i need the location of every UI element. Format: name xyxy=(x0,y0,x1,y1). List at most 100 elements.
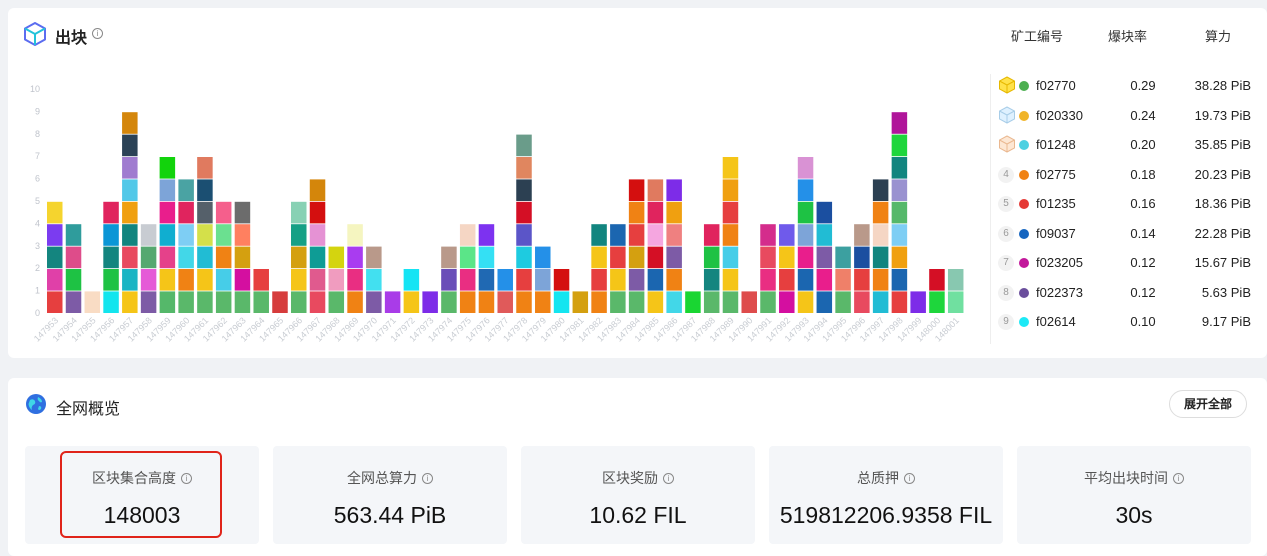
block-segment[interactable] xyxy=(140,269,157,291)
block-segment[interactable] xyxy=(666,201,682,224)
block-segment[interactable] xyxy=(516,291,532,313)
block-segment[interactable] xyxy=(722,201,739,224)
block-segment[interactable] xyxy=(291,291,307,313)
block-segment[interactable] xyxy=(703,246,720,269)
block-segment[interactable] xyxy=(178,246,194,269)
block-segment[interactable] xyxy=(760,224,776,246)
block-segment[interactable] xyxy=(835,269,851,291)
block-segment[interactable] xyxy=(478,269,495,291)
block-segment[interactable] xyxy=(122,291,138,313)
block-segment[interactable] xyxy=(797,157,814,179)
block-segment[interactable] xyxy=(159,201,176,224)
block-segment[interactable] xyxy=(234,246,251,269)
block-segment[interactable] xyxy=(779,246,795,269)
block-segment[interactable] xyxy=(65,291,82,313)
leaderboard-row[interactable]: 6 f09037 0.14 22.28 PiB xyxy=(998,220,1263,249)
block-segment[interactable] xyxy=(722,157,739,179)
block-segment[interactable] xyxy=(891,291,908,313)
block-segment[interactable] xyxy=(891,269,908,291)
miner-id[interactable]: f022373 xyxy=(1036,284,1083,300)
block-segment[interactable] xyxy=(253,269,269,291)
block-segment[interactable] xyxy=(947,269,964,291)
block-segment[interactable] xyxy=(159,224,176,246)
block-segment[interactable] xyxy=(647,291,664,313)
block-segment[interactable] xyxy=(309,269,326,291)
block-segment[interactable] xyxy=(929,269,945,291)
block-segment[interactable] xyxy=(628,291,645,313)
block-segment[interactable] xyxy=(178,269,194,291)
block-segment[interactable] xyxy=(291,246,307,269)
block-segment[interactable] xyxy=(497,291,513,313)
block-segment[interactable] xyxy=(797,246,814,269)
block-segment[interactable] xyxy=(272,291,288,313)
block-segment[interactable] xyxy=(140,291,157,313)
block-segment[interactable] xyxy=(647,269,664,291)
block-segment[interactable] xyxy=(872,246,889,269)
block-segment[interactable] xyxy=(459,246,476,269)
block-segment[interactable] xyxy=(835,291,851,313)
block-segment[interactable] xyxy=(47,201,63,224)
leaderboard-row[interactable]: 7 f023205 0.12 15.67 PiB xyxy=(998,249,1263,278)
block-segment[interactable] xyxy=(215,246,232,269)
block-segment[interactable] xyxy=(722,269,739,291)
block-segment[interactable] xyxy=(666,246,682,269)
block-segment[interactable] xyxy=(872,201,889,224)
block-segment[interactable] xyxy=(215,291,232,313)
leaderboard-row[interactable]: f020330 0.24 19.73 PiB xyxy=(998,102,1263,131)
info-icon[interactable]: i xyxy=(181,472,192,484)
leaderboard-row[interactable]: 9 f02614 0.10 9.17 PiB xyxy=(998,308,1263,337)
block-segment[interactable] xyxy=(215,224,232,246)
block-segment[interactable] xyxy=(666,291,682,313)
block-segment[interactable] xyxy=(891,246,908,269)
block-segment[interactable] xyxy=(628,269,645,291)
block-segment[interactable] xyxy=(422,291,438,313)
block-segment[interactable] xyxy=(103,269,119,291)
info-icon[interactable]: i xyxy=(422,472,433,484)
block-segment[interactable] xyxy=(666,269,682,291)
block-segment[interactable] xyxy=(797,201,814,224)
block-segment[interactable] xyxy=(647,246,664,269)
block-segment[interactable] xyxy=(122,201,138,224)
block-segment[interactable] xyxy=(535,291,551,313)
block-segment[interactable] xyxy=(253,291,269,313)
block-segment[interactable] xyxy=(835,246,851,269)
block-segment[interactable] xyxy=(197,246,213,269)
expand-all-button[interactable]: 展开全部 xyxy=(1168,390,1247,418)
block-segment[interactable] xyxy=(628,201,645,224)
block-segment[interactable] xyxy=(140,224,157,246)
miner-id[interactable]: f09037 xyxy=(1036,225,1076,241)
block-segment[interactable] xyxy=(947,291,964,313)
block-segment[interactable] xyxy=(234,224,251,246)
info-icon[interactable]: i xyxy=(904,472,915,484)
block-segment[interactable] xyxy=(328,269,345,291)
block-segment[interactable] xyxy=(797,179,814,201)
block-segment[interactable] xyxy=(929,291,945,313)
block-segment[interactable] xyxy=(535,269,551,291)
block-segment[interactable] xyxy=(309,224,326,246)
block-segment[interactable] xyxy=(816,224,833,246)
leaderboard-row[interactable]: f01248 0.20 35.85 PiB xyxy=(998,131,1263,160)
block-segment[interactable] xyxy=(779,224,795,246)
block-segment[interactable] xyxy=(47,269,63,291)
block-segment[interactable] xyxy=(178,179,194,201)
miner-id[interactable]: f020330 xyxy=(1036,107,1083,123)
block-segment[interactable] xyxy=(234,201,251,224)
info-icon[interactable]: i xyxy=(92,28,103,39)
block-segment[interactable] xyxy=(103,246,119,269)
block-segment[interactable] xyxy=(553,291,570,313)
block-segment[interactable] xyxy=(178,291,194,313)
block-segment[interactable] xyxy=(291,269,307,291)
block-segment[interactable] xyxy=(685,291,701,313)
block-segment[interactable] xyxy=(816,269,833,291)
block-segment[interactable] xyxy=(159,157,176,179)
block-segment[interactable] xyxy=(65,269,82,291)
block-segment[interactable] xyxy=(122,246,138,269)
leaderboard-row[interactable]: 8 f022373 0.12 5.63 PiB xyxy=(998,279,1263,308)
block-segment[interactable] xyxy=(140,246,157,269)
block-segment[interactable] xyxy=(84,291,101,313)
block-segment[interactable] xyxy=(722,224,739,246)
block-segment[interactable] xyxy=(197,269,213,291)
block-segment[interactable] xyxy=(197,291,213,313)
block-segment[interactable] xyxy=(516,224,532,246)
block-segment[interactable] xyxy=(610,269,626,291)
